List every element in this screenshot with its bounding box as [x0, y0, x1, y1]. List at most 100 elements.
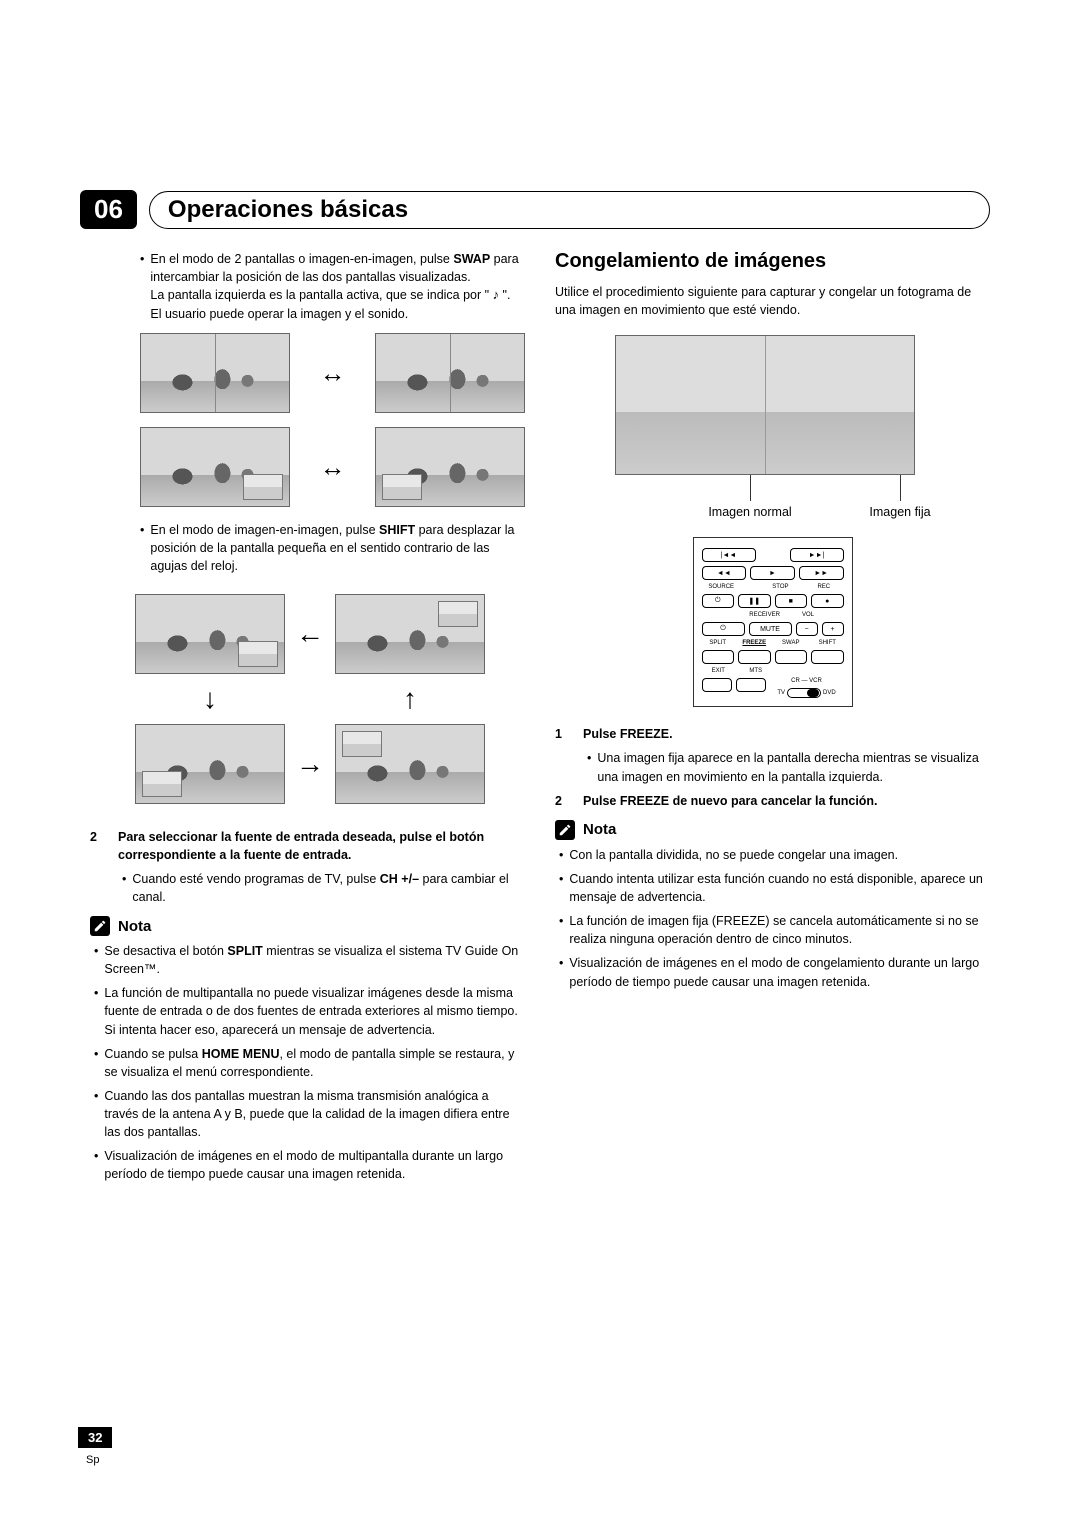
step1-sub-text: Una imagen fija aparece en la pantalla d…: [597, 749, 990, 785]
left-step-2-sub: • Cuando esté vendo programas de TV, pul…: [90, 870, 525, 906]
step-number: 1: [555, 725, 569, 743]
step2-sub-pre: Cuando esté vendo programas de TV, pulse: [132, 872, 379, 886]
nota-text: Visualización de imágenes en el modo de …: [569, 954, 990, 990]
bullet-dot: •: [559, 870, 563, 906]
remote-pause-btn: ❚❚: [738, 594, 771, 608]
remote-source-label: SOURCE: [702, 584, 741, 590]
nota-text: Cuando intenta utilizar esta función cua…: [569, 870, 990, 906]
left-step-2: 2 Para seleccionar la fuente de entrada …: [90, 828, 525, 864]
nota-item: •Cuando las dos pantallas muestran la mi…: [90, 1087, 525, 1141]
remote-shift-btn: [811, 650, 844, 664]
bullet-dot: •: [587, 749, 591, 785]
step2-sub-bold: CH +/–: [380, 872, 419, 886]
remote-rec-btn: ●: [811, 594, 844, 608]
chapter-title-wrap: Operaciones básicas: [149, 191, 990, 229]
nota-text: Se desactiva el botón SPLIT mientras se …: [104, 942, 525, 978]
nota-text: Visualización de imágenes en el modo de …: [104, 1147, 525, 1183]
right-nota-list: •Con la pantalla dividida, no se puede c…: [555, 846, 990, 991]
shift-br: [335, 724, 485, 804]
bullet-dot: •: [122, 870, 126, 906]
right-step-1: 1 Pulse FREEZE.: [555, 725, 990, 743]
remote-tv: TV: [777, 690, 785, 696]
remote-rewind: ◄◄: [702, 566, 747, 580]
lr-arrow-icon: ↔: [320, 358, 346, 389]
shift-bold: SHIFT: [379, 523, 415, 537]
pencil-icon: [555, 820, 575, 840]
remote-swap-label: SWAP: [775, 640, 808, 646]
bullet-dot: •: [94, 942, 98, 978]
screen-pip-left: [140, 427, 290, 507]
remote-swap-btn: [775, 650, 808, 664]
freeze-image-wrap: Imagen normal Imagen fija: [615, 335, 990, 519]
remote-split-label: SPLIT: [702, 640, 735, 646]
lr-arrow-icon: ↔: [320, 452, 346, 483]
remote-vcr: VCR: [809, 678, 822, 684]
nota-item: •Visualización de imágenes en el modo de…: [90, 1147, 525, 1183]
nota-text: Cuando las dos pantallas muestran la mis…: [104, 1087, 525, 1141]
remote-mute-btn: MUTE: [749, 622, 792, 636]
remote-freeze-btn: [738, 650, 771, 664]
left-arrow-icon: ←: [296, 618, 324, 649]
remote-freeze-label: FREEZE: [738, 640, 771, 646]
swap-image-row-1: ↔: [140, 333, 525, 413]
nota-item: •La función de imagen fija (FREEZE) se c…: [555, 912, 990, 948]
step-text: Pulse FREEZE.: [583, 725, 673, 743]
nota-item: •La función de multipantalla no puede vi…: [90, 984, 525, 1038]
remote-vol-down: −: [796, 622, 818, 636]
bullet-dot: •: [94, 1045, 98, 1081]
shift-text-pre: En el modo de imagen-en-imagen, pulse: [150, 523, 379, 537]
chapter-number-badge: 06: [80, 190, 137, 229]
shift-image-grid: ← ↓ ↑ →: [130, 584, 525, 814]
freeze-title: Congelamiento de imágenes: [555, 250, 990, 273]
remote-mts-btn: [736, 678, 766, 692]
remote-ffwd: ►►: [799, 566, 844, 580]
remote-source-btn: ⏻: [702, 594, 735, 608]
right-arrow-icon: →: [296, 748, 324, 779]
remote-split-btn: [702, 650, 735, 664]
shift-bullet: • En el modo de imagen-en-imagen, pulse …: [90, 521, 525, 575]
left-nota-list: •Se desactiva el botón SPLIT mientras se…: [90, 942, 525, 1184]
remote-mode-toggle: TV DVD: [770, 688, 844, 698]
bullet-dot: •: [140, 521, 144, 575]
remote-vol-label: VOL: [788, 612, 827, 618]
right-nota-header: Nota: [555, 820, 990, 840]
up-arrow-icon: ↑: [403, 683, 417, 714]
swap-bullet: • En el modo de 2 pantallas o imagen-en-…: [90, 250, 525, 323]
page-lang: Sp: [86, 1454, 99, 1466]
right-step-2: 2 Pulse FREEZE de nuevo para cancelar la…: [555, 792, 990, 810]
remote-exit-btn: [702, 678, 732, 692]
left-nota-header: Nota: [90, 916, 525, 936]
remote-play: ►: [750, 566, 795, 580]
remote-cr: CR: [791, 678, 800, 684]
bullet-dot: •: [94, 1147, 98, 1183]
remote-power-btn: ⏻: [702, 622, 745, 636]
remote-receiver-label: RECEIVER: [745, 612, 784, 618]
nota-item: •Con la pantalla dividida, no se puede c…: [555, 846, 990, 864]
down-arrow-icon: ↓: [203, 683, 217, 714]
screen-split-left: [140, 333, 290, 413]
freeze-intro: Utilice el procedimiento siguiente para …: [555, 283, 990, 319]
shift-tl: [135, 594, 285, 674]
nota-item: •Visualización de imágenes en el modo de…: [555, 954, 990, 990]
freeze-labels: Imagen normal Imagen fija: [675, 505, 975, 519]
shift-tr: [335, 594, 485, 674]
label-fija: Imagen fija: [825, 505, 975, 519]
remote-exit-label: EXIT: [702, 668, 736, 674]
remote-mts-label: MTS: [739, 668, 773, 674]
bullet-dot: •: [559, 846, 563, 864]
bullet-dot: •: [559, 954, 563, 990]
remote-skip-fwd: ►►|: [790, 548, 844, 562]
screen-split-right: [375, 333, 525, 413]
right-step-1-sub: • Una imagen fija aparece en la pantalla…: [555, 749, 990, 785]
remote-diagram: |◄◄ ►►| ◄◄ ► ►► SOURCE STOP REC ⏻ ❚❚ ■ ●: [693, 537, 853, 707]
step-text: Pulse FREEZE de nuevo para cancelar la f…: [583, 792, 878, 810]
remote-shift-label: SHIFT: [811, 640, 844, 646]
nota-text: La función de multipantalla no puede vis…: [104, 984, 525, 1038]
nota-item: •Cuando se pulsa HOME MENU, el modo de p…: [90, 1045, 525, 1081]
bullet-dot: •: [94, 1087, 98, 1141]
nota-label: Nota: [118, 918, 151, 935]
remote-stop-label: STOP: [761, 584, 800, 590]
swap-bold: SWAP: [453, 252, 490, 266]
left-column: • En el modo de 2 pantallas o imagen-en-…: [90, 250, 525, 1190]
step-number: 2: [555, 792, 569, 810]
